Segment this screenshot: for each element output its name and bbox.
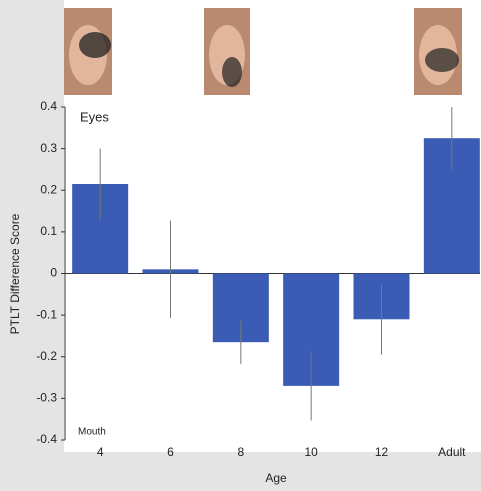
y-axis-label: PTLT Difference Score [8,213,22,334]
y-tick-label: 0.1 [40,224,57,238]
y-tick-label: 0.2 [40,182,57,196]
y-tick-label: 0.3 [40,141,57,155]
x-tick-label: 8 [237,445,244,459]
x-tick-label: 12 [375,445,389,459]
x-tick-label: 6 [167,445,174,459]
x-tick-label: 10 [304,445,318,459]
x-tick-label: Adult [438,445,466,459]
face-image [204,8,250,95]
annotation: Eyes [80,109,109,124]
y-tick-label: 0.4 [40,99,57,113]
face-image [414,8,462,95]
x-axis-label: Age [265,471,287,485]
annotation: Mouth [78,427,106,438]
y-tick-label: 0 [50,266,57,280]
y-tick-label: -0.1 [36,307,57,321]
y-tick-label: -0.2 [36,349,57,363]
y-tick-label: -0.3 [36,391,57,405]
chart: Eyes Mouth Age PTLT Difference Score -0.… [0,0,481,491]
y-tick-label: -0.4 [36,432,57,446]
page: {"chart_data": {"type": "bar", "categori… [0,0,481,491]
x-tick-label: 4 [97,445,104,459]
face-image [64,8,112,95]
